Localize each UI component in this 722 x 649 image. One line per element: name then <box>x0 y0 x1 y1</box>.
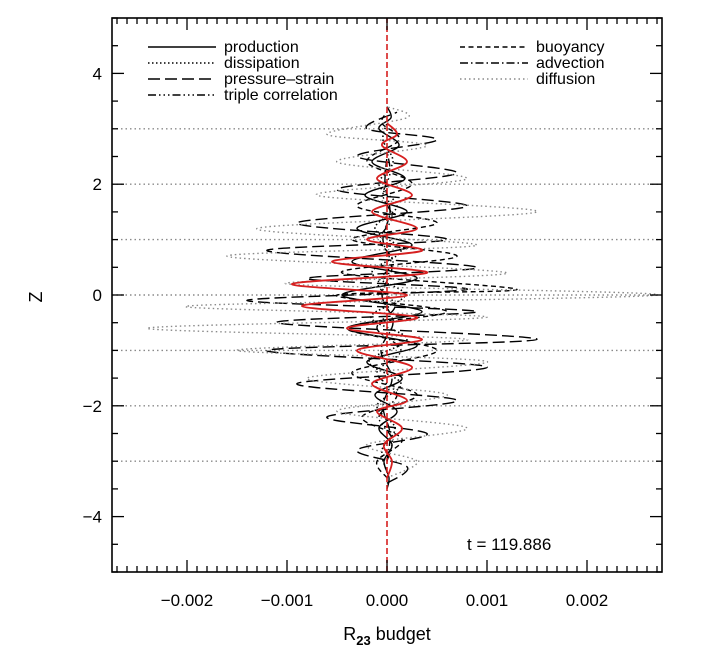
legend-label-0: production <box>224 39 299 56</box>
series-production <box>341 106 423 490</box>
axis-ticks <box>112 17 662 573</box>
legend-label-2: pressure–strain <box>224 71 334 88</box>
y-tick-label: −2 <box>83 397 102 416</box>
x-tick-label: 0.001 <box>466 591 509 610</box>
x-tick-labels: −0.002 −0.001 0.000 0.001 0.002 <box>161 591 609 610</box>
series-red-7 <box>291 122 428 479</box>
x-tick-label: 0.002 <box>566 591 609 610</box>
reference-lines <box>112 128 662 462</box>
x-axis-title: R23 budget <box>343 624 431 648</box>
legend-label-3: triple correlation <box>224 87 338 104</box>
legend-label-4: buoyancy <box>536 39 605 56</box>
series-pressure-strain <box>246 111 538 484</box>
x-tick-label: −0.002 <box>161 591 213 610</box>
legend: productiondissipationpressure–straintrip… <box>148 39 605 104</box>
series-buoyancy <box>335 111 518 479</box>
x-tick-label: −0.001 <box>261 591 313 610</box>
x-axis-title-suffix: budget <box>371 624 431 644</box>
y-tick-label: −4 <box>83 508 102 527</box>
y-tick-labels: −4 −2 0 2 4 <box>83 64 102 526</box>
y-tick-label: 4 <box>93 64 102 83</box>
y-tick-label: 2 <box>93 175 102 194</box>
x-axis-title-subscript: 23 <box>356 633 370 648</box>
x-tick-label: 0.000 <box>366 591 409 610</box>
x-axis-title-main: R <box>343 624 356 644</box>
legend-label-6: diffusion <box>536 71 595 88</box>
series-group <box>146 18 658 572</box>
time-annotation: t = 119.886 <box>467 535 551 554</box>
series-diffusion <box>146 105 658 479</box>
legend-label-1: dissipation <box>224 55 300 72</box>
y-axis-title: Z <box>26 292 46 303</box>
y-tick-label: 0 <box>93 286 102 305</box>
legend-label-5: advection <box>536 55 605 72</box>
